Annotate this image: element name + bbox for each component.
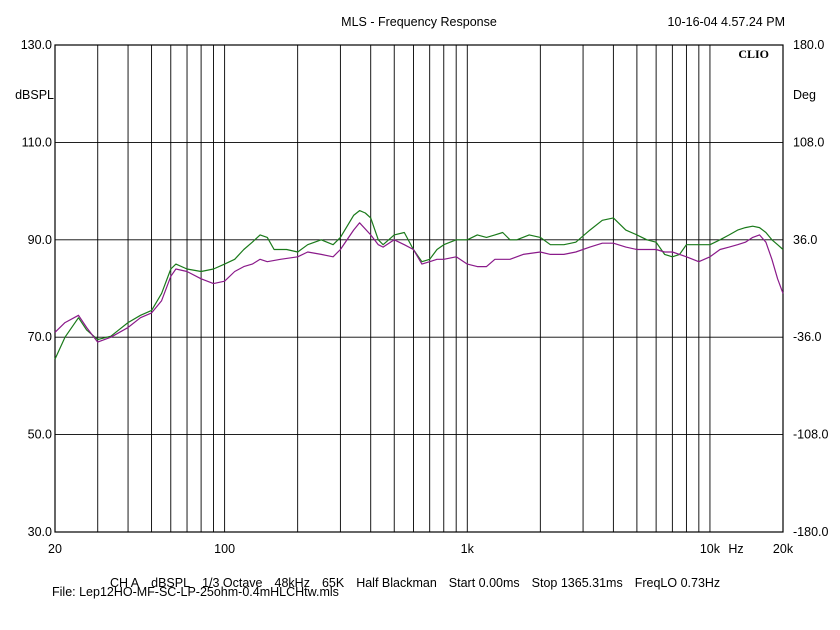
plot-grid [54, 44, 784, 533]
y-tick-label: 30.0 [28, 525, 52, 539]
y2-axis-unit-label: Deg [793, 88, 816, 102]
response-curve-1 [54, 210, 784, 360]
file-name: File: Lep12HO-MF-SC-LP-25ohm-0.4mHLCHtw.… [52, 585, 339, 599]
param-sample-rate: 48kHz [274, 576, 310, 590]
response-curve-2 [54, 222, 784, 343]
param-freqlo: FreqLO 0.73Hz [634, 576, 721, 590]
y-tick-label: 130.0 [21, 38, 52, 52]
y2-tick-label: 36.0 [793, 233, 817, 247]
y-tick-label: 110.0 [22, 135, 52, 149]
y2-tick-label: -180.0 [793, 525, 828, 539]
x-tick-label: 1k [461, 542, 475, 556]
x-tick-label: 20k [773, 542, 794, 556]
y-tick-label: 70.0 [28, 330, 52, 344]
param-stop: Stop 1365.31ms [531, 576, 623, 590]
param-mls-size: 65K [321, 576, 345, 590]
x-axis-unit-label: Hz [728, 542, 743, 556]
param-channel: CH A [109, 576, 140, 590]
x-tick-label: 100 [214, 542, 235, 556]
y2-tick-label: 180.0 [793, 38, 824, 52]
y2-tick-label: 108.0 [793, 135, 824, 149]
measurement-parameters: CH A dBSPL 1/3 Octave 48kHz 65K Half Blackman… [103, 562, 732, 590]
plot-curves [54, 210, 784, 360]
x-tick-label: 10k [700, 542, 721, 556]
chart-title: MLS - Frequency Response [341, 15, 497, 29]
plot-frame [54, 44, 784, 533]
y-tick-label: 90.0 [28, 233, 52, 247]
clio-logo: CLIO [738, 47, 769, 61]
plot-labels: 130.0 180.0 110.0 108.0 90.0 36.0 70.0 -36.0 50.… [21, 38, 829, 556]
y-tick-label: 50.0 [28, 428, 52, 442]
x-tick-label: 20 [48, 542, 62, 556]
y2-tick-label: -108.0 [793, 428, 828, 442]
param-start: Start 0.00ms [448, 576, 520, 590]
param-window: Half Blackman [356, 576, 437, 590]
param-unit: dBSPL [151, 576, 191, 590]
param-smoothing: 1/3 Octave [202, 576, 263, 590]
y2-tick-label: -36.0 [793, 330, 822, 344]
timestamp: 10-16-04 4.57.24 PM [668, 15, 785, 29]
y-axis-unit-label: dBSPL [15, 88, 54, 102]
